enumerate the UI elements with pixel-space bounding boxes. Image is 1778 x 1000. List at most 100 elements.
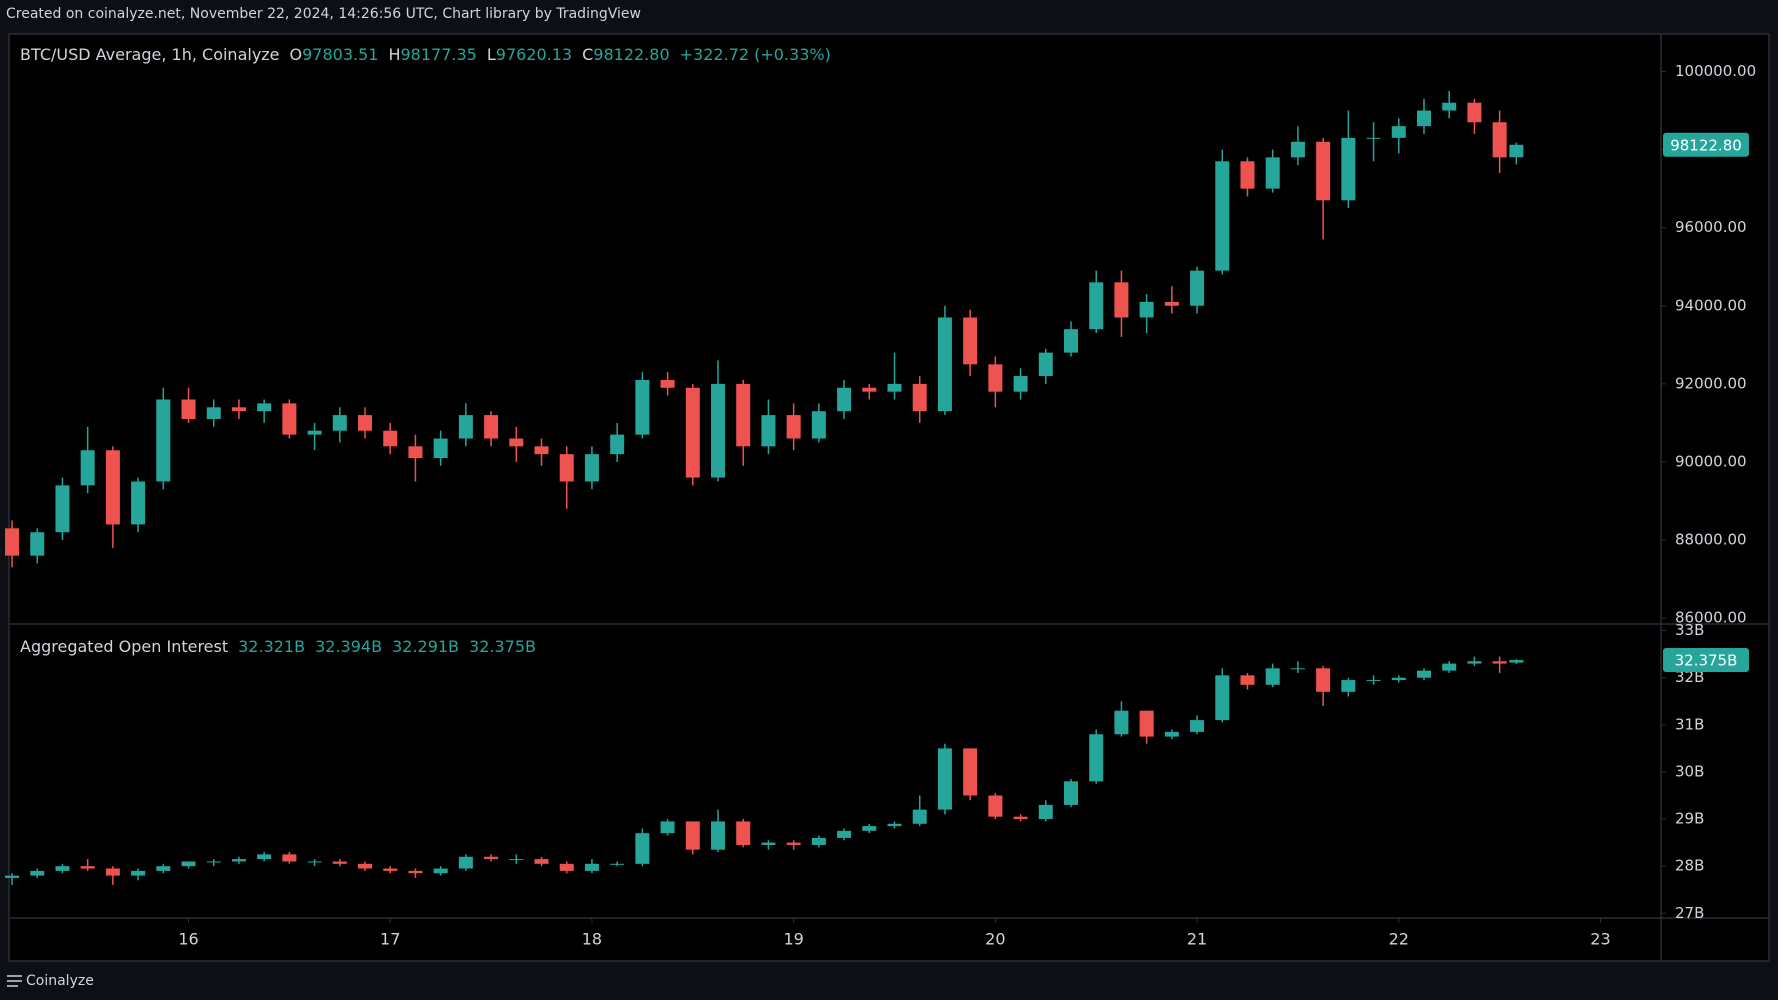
legend-key: O bbox=[290, 45, 303, 64]
candle-body bbox=[1089, 282, 1104, 330]
candle-body bbox=[635, 833, 650, 864]
legend-value: 98122.80 bbox=[593, 45, 669, 64]
candle-body bbox=[1366, 680, 1381, 682]
footer-logo bbox=[7, 975, 22, 987]
candle-body bbox=[937, 317, 952, 412]
y-tick-label: 32B bbox=[1675, 668, 1704, 686]
candle-body bbox=[1416, 670, 1431, 678]
candle-body bbox=[1164, 731, 1179, 737]
legend-change: +322.72 (+0.33%) bbox=[680, 45, 831, 64]
candle-body bbox=[1190, 720, 1205, 732]
candle-body bbox=[156, 399, 171, 482]
candle-body bbox=[912, 383, 927, 412]
price-pane bbox=[9, 34, 1661, 624]
candle-body bbox=[811, 411, 826, 439]
candle-body bbox=[408, 870, 423, 874]
x-tick-label: 16 bbox=[178, 930, 198, 949]
candle-body bbox=[383, 430, 398, 447]
candle-body bbox=[1416, 110, 1431, 127]
x-tick-label: 18 bbox=[582, 930, 602, 949]
candle-body bbox=[1492, 122, 1507, 158]
candle-body bbox=[862, 387, 877, 392]
candle-body bbox=[1316, 668, 1331, 692]
candle-body bbox=[1391, 677, 1406, 681]
candle-body bbox=[1038, 352, 1053, 377]
candle-body bbox=[1316, 141, 1331, 201]
candle-body bbox=[786, 842, 801, 845]
candle-body bbox=[282, 403, 297, 435]
candle-body bbox=[887, 383, 902, 392]
candle-body bbox=[1215, 161, 1230, 271]
candle-body bbox=[358, 415, 373, 431]
candle-body bbox=[1290, 141, 1305, 158]
time-axis bbox=[9, 918, 1769, 961]
candle-body bbox=[635, 379, 650, 435]
candle-body bbox=[1139, 710, 1154, 737]
y-tick-label: 33B bbox=[1675, 621, 1704, 639]
candle-body bbox=[711, 821, 726, 850]
candle-body bbox=[887, 823, 902, 827]
candle-body bbox=[307, 430, 322, 435]
header-text: Created on coinalyze.net, November 22, 2… bbox=[6, 6, 641, 22]
candle-body bbox=[1013, 376, 1028, 392]
y-tick-label: 94000.00 bbox=[1675, 296, 1747, 314]
candle-body bbox=[1467, 661, 1482, 664]
legend-value: 97803.51 bbox=[302, 45, 378, 64]
candle-body bbox=[610, 434, 625, 455]
candle-body bbox=[5, 875, 20, 878]
y-tick-label: 28B bbox=[1675, 857, 1704, 875]
candle-body bbox=[231, 859, 246, 862]
candle-body bbox=[231, 407, 246, 412]
candle-body bbox=[257, 403, 272, 412]
candle-body bbox=[963, 317, 978, 365]
candle-body bbox=[55, 866, 70, 871]
candle-body bbox=[1265, 668, 1280, 685]
y-tick-label: 30B bbox=[1675, 762, 1704, 780]
legend-key: C bbox=[582, 45, 593, 64]
y-tick-label: 29B bbox=[1675, 810, 1704, 828]
footer-brand: Coinalyze bbox=[26, 973, 94, 989]
candle-body bbox=[988, 364, 1003, 392]
candle-body bbox=[761, 842, 776, 845]
candle-body bbox=[1366, 137, 1381, 139]
candle-body bbox=[811, 837, 826, 845]
oi-legend: Aggregated Open Interest 32.321B 32.394B 32… bbox=[20, 637, 536, 656]
y-tick-label: 88000.00 bbox=[1675, 531, 1747, 549]
candle-body bbox=[80, 450, 95, 486]
legend-title: Aggregated Open Interest bbox=[20, 637, 228, 656]
candle-body bbox=[1492, 661, 1507, 664]
candle-body bbox=[1442, 663, 1457, 671]
legend-value: 32.291B bbox=[392, 637, 459, 656]
candle-body bbox=[131, 481, 146, 525]
candle-body bbox=[80, 866, 95, 869]
candle-body bbox=[584, 454, 599, 482]
candle-body bbox=[963, 748, 978, 796]
candle-body bbox=[559, 863, 574, 871]
candle-body bbox=[1190, 270, 1205, 306]
candle-body bbox=[660, 821, 675, 834]
legend-value: 98177.35 bbox=[401, 45, 477, 64]
candles bbox=[5, 656, 1524, 886]
candle-body bbox=[383, 868, 398, 871]
candle-body bbox=[257, 854, 272, 860]
candle-body bbox=[660, 379, 675, 388]
candle-body bbox=[458, 415, 473, 439]
y-tick-label: 92000.00 bbox=[1675, 374, 1747, 392]
candle-body bbox=[1509, 144, 1524, 158]
price-legend: BTC/USD Average, 1h, Coinalyze O97803.51 H… bbox=[20, 45, 831, 64]
candle-body bbox=[1139, 301, 1154, 318]
candle-body bbox=[1391, 126, 1406, 138]
y-tick-label: 31B bbox=[1675, 715, 1704, 733]
last-price-tag bbox=[1663, 648, 1749, 673]
legend-title: BTC/USD Average, 1h, Coinalyze bbox=[20, 45, 280, 64]
y-tick-label: 90000.00 bbox=[1675, 452, 1747, 470]
candle-body bbox=[1215, 675, 1230, 721]
candle-body bbox=[1265, 157, 1280, 189]
candle-body bbox=[534, 446, 549, 455]
candle-body bbox=[5, 528, 20, 556]
candle-body bbox=[1341, 680, 1356, 692]
candle-body bbox=[610, 863, 625, 865]
candle-body bbox=[1038, 804, 1053, 820]
